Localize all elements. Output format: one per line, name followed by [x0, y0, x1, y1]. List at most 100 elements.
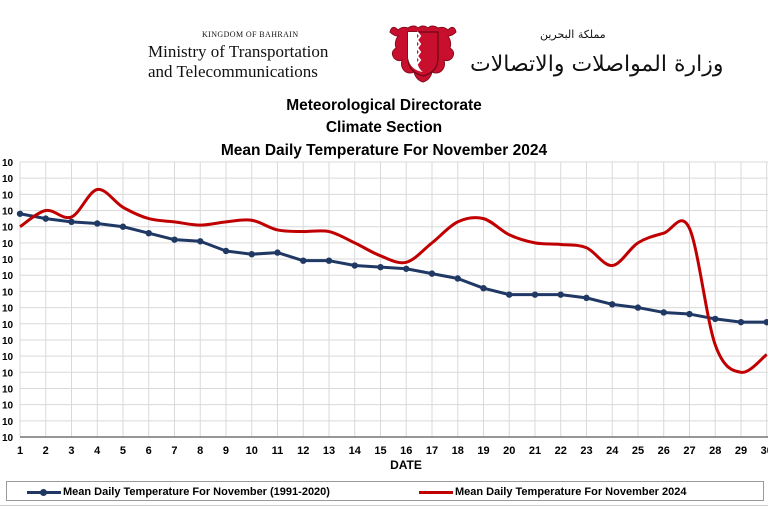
data-point-historical — [16, 210, 24, 217]
data-point-historical — [300, 257, 307, 264]
x-tick-label: 20 — [503, 445, 515, 457]
data-point-historical — [377, 263, 384, 271]
y-tick-label: 10 — [2, 304, 14, 315]
data-point-historical — [634, 304, 642, 311]
y-tick-label: 10 — [2, 223, 14, 234]
y-tick-label: 10 — [2, 401, 14, 412]
x-tick-label: 5 — [120, 445, 126, 457]
ministry-header: KINGDOM OF BAHRAIN Ministry of Transport… — [0, 0, 768, 92]
data-point-historical — [94, 220, 101, 227]
y-tick-label: 10 — [2, 433, 14, 444]
chart-title: Mean Daily Temperature For November 2024 — [220, 142, 548, 159]
x-tick-label: 30 — [761, 445, 768, 457]
data-point-historical — [660, 309, 667, 316]
x-tick-label: 1 — [17, 445, 23, 457]
x-tick-label: 12 — [297, 445, 309, 457]
y-tick-label: 10 — [2, 271, 14, 282]
x-tick-label: 27 — [683, 445, 695, 457]
data-point-historical — [403, 265, 410, 272]
y-tick-label: 10 — [2, 384, 14, 395]
legend-item-historical: Mean Daily Temperature For November (199… — [27, 484, 330, 500]
x-tick-label: 19 — [477, 445, 489, 457]
series-line-2024 — [19, 187, 768, 374]
data-point-historical — [506, 291, 513, 298]
data-point-historical — [274, 249, 281, 256]
data-point-historical — [351, 262, 358, 269]
y-tick-label: 10 — [2, 239, 14, 250]
y-tick-label: 10 — [2, 336, 14, 347]
x-tick-label: 3 — [68, 445, 74, 457]
legend-swatch-historical — [27, 484, 61, 500]
x-tick-label: 28 — [709, 445, 721, 457]
data-point-historical — [531, 291, 539, 298]
data-point-historical — [145, 229, 152, 237]
arabic-ministry-name: وزارة المواصلات والاتصالات — [470, 52, 724, 77]
data-point-historical — [222, 247, 230, 255]
x-tick-label: 21 — [529, 445, 541, 457]
x-tick-label: 24 — [606, 445, 619, 457]
chart-title-directorate: Meteorological Directorate — [286, 97, 482, 114]
data-point-historical — [557, 291, 564, 298]
legend-item-2024: Mean Daily Temperature For November 2024 — [419, 484, 687, 500]
x-tick-label: 25 — [632, 445, 644, 457]
x-tick-label: 14 — [349, 445, 362, 457]
data-point-historical — [480, 284, 487, 292]
y-tick-label: 10 — [2, 417, 14, 428]
ministry-name-line2: and Telecommunications — [148, 62, 318, 81]
data-point-historical — [583, 294, 590, 302]
y-tick-label: 10 — [2, 158, 14, 169]
x-tick-label: 22 — [555, 445, 567, 457]
y-tick-label: 10 — [2, 287, 14, 298]
x-tick-label: 6 — [146, 445, 152, 457]
x-tick-label: 8 — [197, 445, 203, 457]
x-tick-label: 23 — [580, 445, 592, 457]
x-tick-label: 15 — [374, 445, 386, 457]
data-point-historical — [68, 218, 75, 226]
bahrain-emblem-icon — [389, 25, 457, 83]
kingdom-label: KINGDOM OF BAHRAIN — [202, 30, 299, 39]
x-tick-label: 7 — [171, 445, 177, 457]
x-tick-label: 17 — [426, 445, 438, 457]
legend-label-2024: Mean Daily Temperature For November 2024 — [455, 486, 687, 498]
x-tick-label: 10 — [246, 445, 258, 457]
bottom-divider — [0, 505, 768, 506]
data-point-historical — [763, 318, 768, 326]
data-point-historical — [712, 315, 719, 323]
y-tick-label: 10 — [2, 255, 14, 266]
data-point-historical — [197, 238, 204, 245]
data-point-historical — [454, 275, 461, 282]
x-tick-label: 9 — [223, 445, 229, 457]
y-tick-label: 10 — [2, 368, 14, 379]
ministry-name-line1: Ministry of Transportation — [148, 42, 329, 61]
legend-swatch-2024 — [419, 484, 453, 500]
data-point-historical — [609, 301, 616, 308]
data-point-historical — [428, 270, 436, 277]
x-axis-label: DATE — [390, 458, 422, 472]
y-tick-label: 10 — [2, 207, 14, 218]
legend-label-historical: Mean Daily Temperature For November (199… — [63, 486, 330, 498]
series-line-historical — [19, 212, 767, 324]
data-point-historical — [119, 223, 127, 230]
x-tick-label: 11 — [272, 445, 284, 457]
y-tick-label: 10 — [2, 320, 14, 331]
x-tick-label: 2 — [43, 445, 49, 457]
chart-title-section: Climate Section — [325, 119, 443, 136]
chart-legend: Mean Daily Temperature For November (199… — [6, 481, 764, 501]
data-point-historical — [171, 236, 178, 243]
x-tick-label: 16 — [400, 445, 412, 457]
x-tick-label: 18 — [452, 445, 464, 457]
data-point-historical — [737, 318, 745, 326]
y-tick-label: 10 — [2, 174, 14, 185]
arabic-kingdom-label: مملكة البحرين — [540, 28, 606, 41]
data-point-historical — [686, 310, 693, 318]
x-tick-label: 13 — [323, 445, 335, 457]
data-point-historical — [325, 257, 333, 264]
y-tick-label: 10 — [2, 190, 14, 201]
data-point-historical — [248, 251, 255, 258]
data-point-historical — [42, 215, 49, 222]
x-tick-label: 4 — [94, 445, 101, 457]
y-tick-label: 10 — [2, 352, 14, 363]
x-tick-label: 26 — [658, 445, 670, 457]
x-tick-label: 29 — [735, 445, 747, 457]
